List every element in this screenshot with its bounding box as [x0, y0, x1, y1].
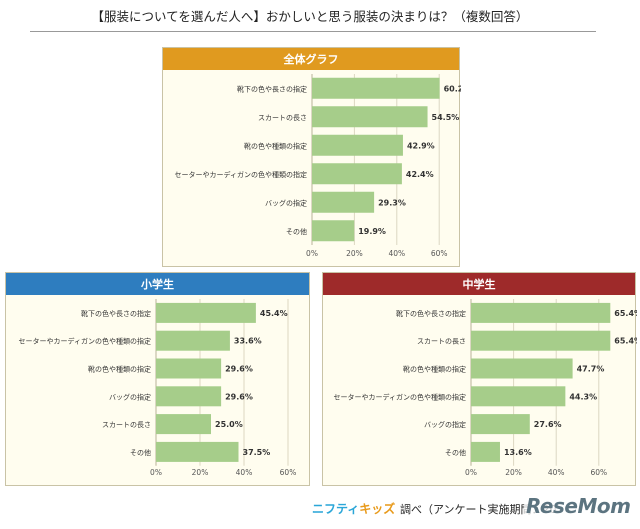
value-label: 45.4% — [260, 309, 288, 318]
bar — [471, 330, 611, 351]
junior-chart-panel: 中学生 0% 20% 40% 60% 靴下の色や長さの指定 65.4% スカートの長さ 65.… — [322, 272, 637, 486]
value-label: 44.3% — [569, 392, 597, 401]
bar — [471, 386, 566, 407]
x-tick-label: 0% — [150, 468, 162, 477]
value-label: 42.9% — [407, 141, 435, 150]
elementary-chart-panel: 小学生 0% 20% 40% 60% 靴下の色や長さの指定 45.4% セーターやカーディガ… — [5, 272, 310, 486]
category-label: その他 — [445, 448, 466, 457]
bar — [312, 77, 440, 99]
category-label: セーターやカーディガンの色や種類の指定 — [18, 337, 151, 346]
junior-bar-chart: 0% 20% 40% 60% 靴下の色や長さの指定 65.4% スカートの長さ 65.4% 靴の… — [333, 299, 637, 477]
nifty-kids-logo: ニフティキッズ — [312, 500, 395, 517]
overall-chart-title: 全体グラフ — [283, 53, 339, 66]
category-label: 靴下の色や長さの指定 — [237, 84, 307, 93]
overall-chart-panel: 全体グラフ 0% 20% 40% 60% 靴下の色や長さの指定 60.2% スカートの長さ 5… — [162, 47, 461, 267]
x-tick-label: 60% — [431, 249, 448, 258]
category-label: セーターやカーディガンの色や種類の指定 — [174, 170, 307, 179]
title-divider — [30, 31, 596, 32]
bar — [312, 106, 428, 128]
category-label: スカートの長さ — [102, 421, 151, 429]
elementary-chart-title: 小学生 — [141, 278, 174, 291]
category-label: 靴の色や種類の指定 — [244, 141, 307, 150]
category-label: 靴の色や種類の指定 — [403, 365, 466, 374]
x-tick-label: 20% — [505, 468, 522, 477]
value-label: 33.6% — [234, 337, 262, 346]
x-tick-label: 40% — [388, 249, 405, 258]
category-label: スカートの長さ — [258, 114, 307, 122]
category-label: 靴の色や種類の指定 — [88, 365, 151, 374]
x-tick-label: 60% — [280, 468, 297, 477]
category-label: その他 — [130, 448, 151, 457]
bar — [156, 414, 211, 435]
value-label: 60.2% — [444, 84, 461, 93]
junior-chart-title: 中学生 — [462, 278, 496, 291]
elementary-bar-chart: 0% 20% 40% 60% 靴下の色や長さの指定 45.4% セーターやカーディガンの色や… — [18, 299, 297, 477]
brand-part1: ニフティ — [312, 502, 360, 516]
value-label: 65.4% — [614, 309, 637, 318]
bar — [156, 441, 239, 462]
category-label: その他 — [286, 227, 307, 236]
overall-bar-chart: 0% 20% 40% 60% 靴下の色や長さの指定 60.2% スカートの長さ 54.5% 靴の… — [174, 74, 461, 258]
bar — [156, 358, 222, 379]
bar — [312, 220, 355, 242]
overall-chart-header: 全体グラフ — [163, 48, 459, 70]
value-label: 37.5% — [243, 448, 271, 457]
category-label: スカートの長さ — [417, 338, 466, 346]
x-tick-label: 0% — [465, 468, 477, 477]
bar — [471, 302, 611, 323]
bar — [471, 441, 500, 462]
value-label: 27.6% — [534, 420, 562, 429]
bar — [156, 330, 230, 351]
brand-part2: キッズ — [359, 502, 396, 516]
page-title: 【服装についてを選んだ人へ】おかしいと思う服装の決まりは？（複数回答） — [91, 9, 529, 24]
x-tick-label: 40% — [548, 468, 565, 477]
category-label: バッグの指定 — [424, 420, 466, 429]
value-label: 29.3% — [378, 198, 406, 207]
bar — [156, 386, 222, 407]
x-tick-label: 20% — [192, 468, 209, 477]
value-label: 29.6% — [225, 365, 253, 374]
value-label: 65.4% — [614, 337, 637, 346]
value-label: 29.6% — [225, 392, 253, 401]
source-note: 調べ（アンケート実施期間：20 — [400, 503, 557, 516]
bar — [156, 302, 256, 323]
bar — [312, 191, 375, 213]
value-label: 47.7% — [577, 365, 605, 374]
bar — [312, 163, 402, 185]
category-label: 靴下の色や長さの指定 — [81, 309, 151, 318]
value-label: 42.4% — [406, 170, 434, 179]
category-label: 靴下の色や長さの指定 — [396, 309, 466, 318]
bar — [471, 414, 530, 435]
category-label: バッグの指定 — [109, 392, 151, 401]
bar — [312, 134, 403, 156]
x-tick-label: 20% — [346, 249, 363, 258]
junior-chart-header: 中学生 — [323, 273, 635, 295]
value-label: 13.6% — [504, 448, 532, 457]
x-tick-label: 60% — [590, 468, 607, 477]
value-label: 19.9% — [358, 227, 386, 236]
footer: ニフティキッズ 調べ（アンケート実施期間：20 ReseMom — [0, 493, 640, 523]
x-tick-label: 40% — [236, 468, 253, 477]
category-label: バッグの指定 — [265, 198, 307, 207]
x-tick-label: 0% — [306, 249, 318, 258]
value-label: 25.0% — [215, 420, 243, 429]
elementary-chart-header: 小学生 — [6, 273, 309, 295]
category-label: セーターやカーディガンの色や種類の指定 — [333, 392, 466, 401]
value-label: 54.5% — [432, 113, 460, 122]
bar — [471, 358, 573, 379]
resemom-watermark: ReseMom — [524, 494, 633, 518]
